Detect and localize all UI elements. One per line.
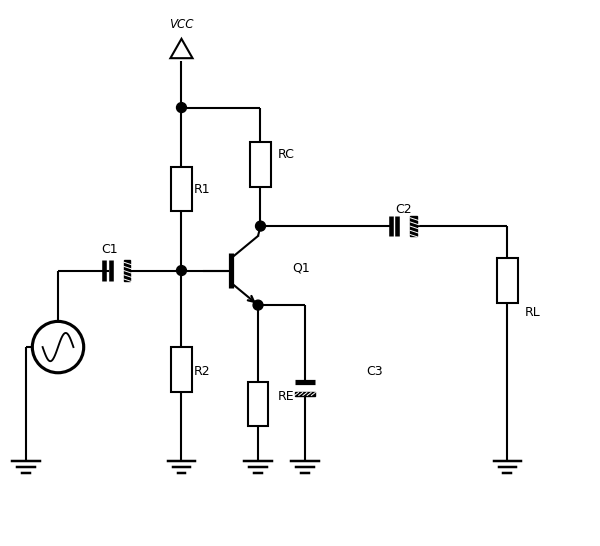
Text: RC: RC xyxy=(278,148,295,161)
Bar xyxy=(171,347,192,391)
Text: C2: C2 xyxy=(395,203,412,216)
Bar xyxy=(248,382,268,426)
Circle shape xyxy=(256,221,265,231)
Text: RE: RE xyxy=(278,390,295,403)
Bar xyxy=(171,167,192,211)
Polygon shape xyxy=(124,260,130,281)
Circle shape xyxy=(253,300,263,310)
Text: VCC: VCC xyxy=(169,19,194,32)
Bar xyxy=(497,258,518,302)
Text: RL: RL xyxy=(524,306,541,319)
Text: Q1: Q1 xyxy=(293,262,310,275)
Text: C3: C3 xyxy=(367,365,383,378)
Circle shape xyxy=(176,265,187,276)
Text: C1: C1 xyxy=(101,243,118,256)
Polygon shape xyxy=(170,39,193,58)
Text: R2: R2 xyxy=(194,365,211,378)
Text: R1: R1 xyxy=(194,182,211,195)
Polygon shape xyxy=(295,391,316,396)
Polygon shape xyxy=(410,216,416,236)
Bar xyxy=(250,142,271,187)
Circle shape xyxy=(176,103,187,112)
